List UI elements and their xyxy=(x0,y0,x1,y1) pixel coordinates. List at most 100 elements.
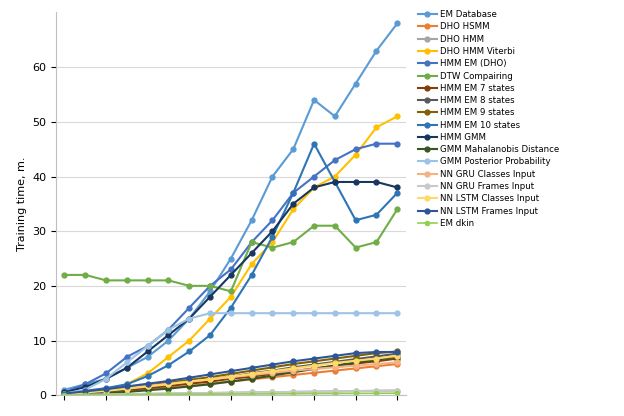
HMM EM (DHO) xyxy=(123,354,130,359)
HMM EM 9 states xyxy=(248,368,255,373)
GMM Posterior Probability xyxy=(310,311,318,316)
HMM GMM xyxy=(227,272,235,277)
HMM GMM xyxy=(102,376,110,381)
DTW Compairing xyxy=(373,240,380,245)
NN LSTM Frames Input xyxy=(207,372,214,377)
GMM Posterior Probability xyxy=(185,316,193,321)
EM Database xyxy=(61,387,68,392)
DHO HSMM xyxy=(331,368,339,373)
Line: NN GRU Frames Input: NN GRU Frames Input xyxy=(62,388,400,397)
HMM EM 10 states xyxy=(102,386,110,391)
EM dkin xyxy=(394,391,401,396)
DHO HMM xyxy=(394,388,401,393)
NN GRU Classes Input xyxy=(290,368,297,373)
NN LSTM Frames Input xyxy=(331,353,339,358)
GMM Posterior Probability xyxy=(290,311,297,316)
HMM EM 8 states xyxy=(269,368,276,373)
NN GRU Classes Input xyxy=(144,384,152,389)
NN GRU Classes Input xyxy=(165,381,172,386)
NN LSTM Frames Input xyxy=(82,389,89,394)
Y-axis label: Training time, m.: Training time, m. xyxy=(17,156,27,251)
DHO HSMM xyxy=(82,391,89,396)
HMM GMM xyxy=(144,349,152,354)
EM Database xyxy=(227,256,235,261)
EM dkin xyxy=(227,391,235,396)
HMM EM 9 states xyxy=(352,353,359,358)
DTW Compairing xyxy=(165,278,172,283)
DHO HMM xyxy=(102,392,110,397)
NN LSTM Classes Input xyxy=(352,358,359,363)
NN LSTM Frames Input xyxy=(144,381,152,386)
NN GRU Classes Input xyxy=(82,389,89,394)
EM Database xyxy=(185,316,193,321)
GMM Posterior Probability xyxy=(144,344,152,349)
HMM EM 9 states xyxy=(165,380,172,385)
NN GRU Frames Input xyxy=(207,391,214,396)
NN LSTM Classes Input xyxy=(144,384,152,389)
Line: DHO HSMM: DHO HSMM xyxy=(62,362,400,396)
HMM EM 7 states xyxy=(310,366,318,371)
DTW Compairing xyxy=(82,272,89,277)
DHO HMM xyxy=(82,392,89,397)
Line: DHO HMM: DHO HMM xyxy=(62,388,400,397)
NN GRU Classes Input xyxy=(269,370,276,375)
NN GRU Frames Input xyxy=(290,389,297,394)
HMM EM 10 states xyxy=(310,141,318,146)
DHO HSMM xyxy=(290,372,297,377)
HMM EM 9 states xyxy=(207,375,214,380)
HMM EM 7 states xyxy=(269,371,276,376)
GMM Mahalanobis Distance xyxy=(331,363,339,368)
NN LSTM Classes Input xyxy=(373,356,380,361)
Legend: EM Database, DHO HSMM, DHO HMM, DHO HMM Viterbi, HMM EM (DHO), DTW Compairing, H: EM Database, DHO HSMM, DHO HMM, DHO HMM … xyxy=(416,8,561,230)
GMM Mahalanobis Distance xyxy=(144,388,152,393)
DTW Compairing xyxy=(269,245,276,250)
NN GRU Classes Input xyxy=(394,360,401,365)
DHO HMM xyxy=(290,389,297,394)
Line: DTW Compairing: DTW Compairing xyxy=(62,207,400,294)
HMM EM 8 states xyxy=(394,351,401,356)
NN GRU Classes Input xyxy=(61,391,68,396)
EM dkin xyxy=(290,391,297,396)
HMM EM 8 states xyxy=(165,382,172,387)
NN LSTM Classes Input xyxy=(165,382,172,387)
NN LSTM Classes Input xyxy=(82,390,89,395)
DHO HMM Viterbi xyxy=(61,391,68,396)
NN GRU Frames Input xyxy=(269,390,276,395)
HMM GMM xyxy=(331,179,339,184)
EM Database xyxy=(102,376,110,381)
EM Database xyxy=(123,365,130,370)
HMM EM 10 states xyxy=(352,218,359,223)
EM Database xyxy=(248,218,255,223)
HMM EM 8 states xyxy=(373,354,380,359)
HMM EM 9 states xyxy=(310,359,318,364)
NN LSTM Frames Input xyxy=(102,387,110,392)
NN GRU Frames Input xyxy=(310,389,318,394)
HMM EM (DHO) xyxy=(227,267,235,272)
DTW Compairing xyxy=(394,207,401,212)
GMM Posterior Probability xyxy=(373,311,380,316)
DHO HMM xyxy=(165,391,172,396)
HMM EM (DHO) xyxy=(82,382,89,387)
HMM EM (DHO) xyxy=(102,371,110,376)
DHO HMM Viterbi xyxy=(227,294,235,299)
NN GRU Classes Input xyxy=(352,363,359,368)
EM dkin xyxy=(207,392,214,397)
Line: NN LSTM Classes Input: NN LSTM Classes Input xyxy=(62,354,400,396)
HMM EM 7 states xyxy=(248,374,255,379)
HMM EM 7 states xyxy=(207,379,214,384)
EM Database xyxy=(207,289,214,294)
EM dkin xyxy=(165,392,172,397)
EM dkin xyxy=(269,391,276,396)
NN GRU Frames Input xyxy=(352,389,359,394)
DTW Compairing xyxy=(185,283,193,288)
HMM EM 10 states xyxy=(394,191,401,196)
HMM EM 7 states xyxy=(61,391,68,396)
HMM EM 10 states xyxy=(82,388,89,393)
Line: EM Database: EM Database xyxy=(62,21,400,392)
DTW Compairing xyxy=(248,240,255,245)
HMM GMM xyxy=(61,390,68,395)
NN LSTM Frames Input xyxy=(248,365,255,370)
NN LSTM Frames Input xyxy=(352,351,359,356)
GMM Posterior Probability xyxy=(352,311,359,316)
EM dkin xyxy=(248,391,255,396)
